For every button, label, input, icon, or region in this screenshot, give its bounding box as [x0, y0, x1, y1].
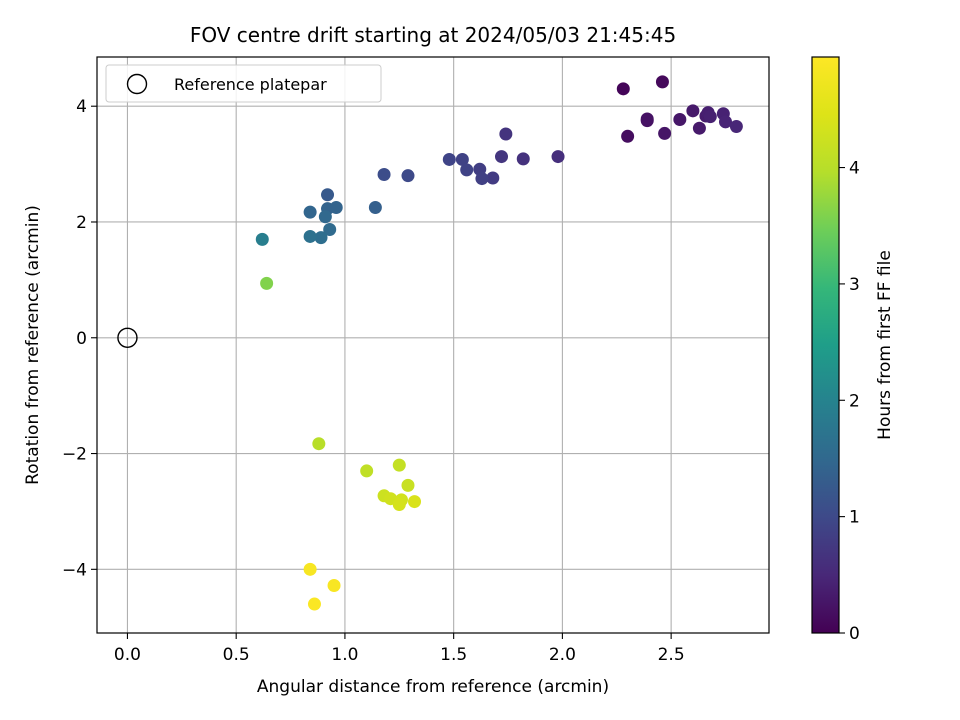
- data-point: [703, 110, 717, 124]
- data-point: [255, 232, 269, 246]
- plot-frame: [96, 56, 770, 634]
- data-point: [377, 168, 391, 182]
- data-point: [307, 597, 321, 611]
- data-point: [475, 172, 489, 186]
- colorbar-tick-label: 3: [849, 275, 860, 295]
- data-point: [260, 276, 274, 290]
- data-point: [442, 152, 456, 166]
- data-point: [327, 579, 341, 593]
- data-point: [392, 458, 406, 472]
- colorbar-tick-label: 0: [849, 624, 860, 644]
- legend: Reference platepar: [105, 64, 382, 103]
- data-point: [368, 201, 382, 215]
- reference-marker-group: [117, 327, 138, 348]
- data-point: [303, 229, 317, 243]
- data-point: [401, 169, 415, 183]
- reference-marker: [117, 327, 138, 348]
- grid-lines: [97, 57, 769, 633]
- data-point: [392, 497, 406, 511]
- y-tick-label: −2: [62, 445, 87, 465]
- data-point: [460, 163, 474, 177]
- data-point: [408, 495, 422, 509]
- data-point: [686, 104, 700, 118]
- data-point: [655, 75, 669, 89]
- data-point: [499, 127, 513, 141]
- colorbar-label: Hours from first FF file: [875, 250, 895, 440]
- data-point: [729, 119, 743, 133]
- colorbar: [811, 56, 840, 634]
- data-point: [323, 223, 337, 237]
- x-tick-label: 2.5: [658, 645, 685, 665]
- y-tick-label: 0: [76, 329, 87, 349]
- data-point: [719, 115, 733, 129]
- data-point: [486, 171, 500, 185]
- data-point: [314, 231, 328, 245]
- data-point: [321, 188, 335, 202]
- data-point: [360, 464, 374, 478]
- y-tick-label: −4: [62, 560, 87, 580]
- y-tick-label: 2: [76, 213, 87, 233]
- legend-box: [105, 64, 382, 103]
- data-point: [516, 152, 530, 166]
- x-tick-label: 1.5: [440, 645, 467, 665]
- data-point: [640, 112, 654, 126]
- x-tick-label: 0.0: [114, 645, 141, 665]
- x-axis-label: Angular distance from reference (arcmin): [257, 677, 609, 697]
- colorbar-tick-label: 2: [849, 391, 860, 411]
- x-tick-label: 1.0: [331, 645, 358, 665]
- colorbar-ticks: 0 1 2 3 4: [839, 159, 860, 644]
- data-point: [303, 205, 317, 219]
- x-tick-label: 2.0: [549, 645, 576, 665]
- data-point: [673, 113, 687, 127]
- colorbar-tick-label: 4: [849, 159, 860, 179]
- data-point: [312, 437, 326, 451]
- data-point: [495, 150, 509, 164]
- colorbar-tick-label: 1: [849, 508, 860, 528]
- data-point: [303, 562, 317, 576]
- y-axis-ticks: −4 −2 0 2 4: [62, 97, 97, 580]
- data-point: [692, 121, 706, 135]
- data-point: [329, 201, 343, 215]
- chart-title: FOV centre drift starting at 2024/05/03 …: [190, 23, 676, 47]
- data-point: [455, 152, 469, 166]
- y-tick-label: 4: [76, 97, 87, 117]
- x-axis-ticks: 0.0 0.5 1.0 1.5 2.0 2.5: [114, 633, 685, 665]
- y-axis-label: Rotation from reference (arcmin): [23, 205, 43, 485]
- x-tick-label: 0.5: [223, 645, 250, 665]
- legend-label: Reference platepar: [174, 75, 327, 94]
- data-point: [318, 210, 332, 224]
- data-point: [658, 126, 672, 140]
- data-point: [616, 82, 630, 96]
- legend-marker-icon: [126, 73, 148, 95]
- data-point: [621, 129, 635, 143]
- scatter-points: [255, 75, 743, 611]
- data-point: [401, 478, 415, 492]
- data-point: [551, 150, 565, 164]
